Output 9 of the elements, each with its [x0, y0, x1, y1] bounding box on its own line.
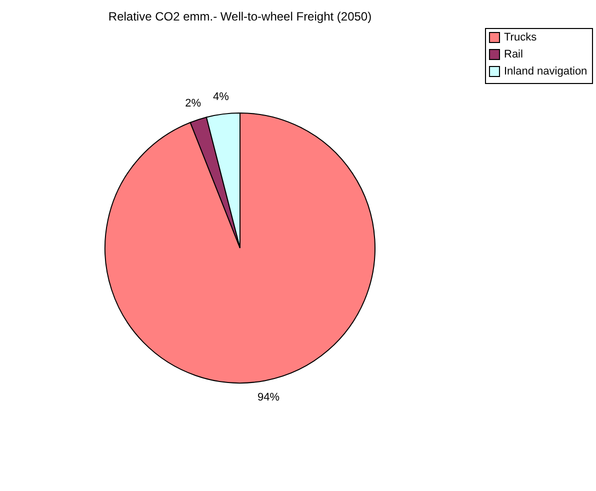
- legend-label: Inland navigation: [504, 66, 588, 78]
- chart-title: Relative CO2 emm.- Well-to-wheel Freight (2050): [108, 10, 372, 24]
- legend-label: Trucks: [504, 32, 538, 44]
- data-label: 4%: [212, 91, 230, 104]
- legend-label: Rail: [504, 48, 523, 60]
- data-label: 94%: [257, 391, 280, 404]
- pie-slice: [190, 116, 240, 248]
- pie-slice: [104, 112, 376, 384]
- data-label: 2%: [185, 97, 202, 110]
